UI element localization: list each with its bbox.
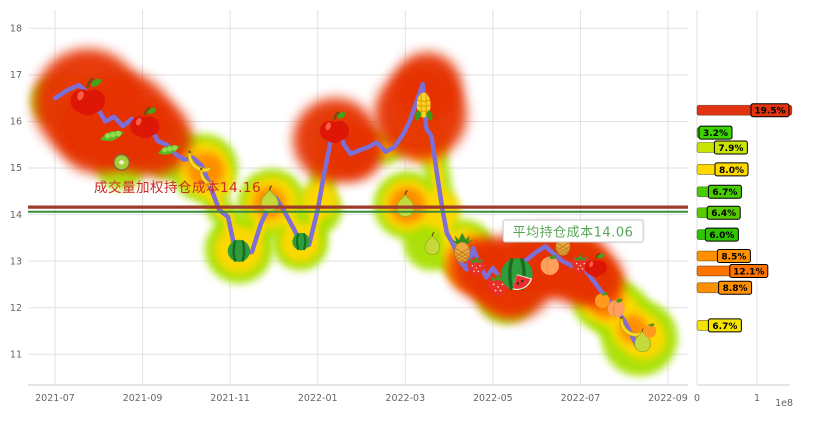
profile-bar-label: 6.7%	[712, 322, 737, 332]
profile-bar-label-box	[714, 162, 749, 177]
axis-labels: 11 12 13 14 15 16 17 18 2021-07 2021-09 2021-11 202…	[10, 24, 688, 404]
fruit-watermelon-icon	[226, 238, 252, 264]
avg-cost-label: 平均持仓成本14.06	[502, 219, 644, 243]
panel-x-tick-label: 1	[754, 393, 760, 404]
x-tick-label: 2022-05	[473, 393, 513, 404]
x-tick-label: 2021-07	[35, 393, 75, 404]
profile-bar-label-box	[698, 125, 733, 140]
x-tick-label: 2022-09	[648, 393, 688, 404]
profile-bar-label: 6.7%	[712, 188, 737, 198]
y-tick-label: 13	[10, 256, 22, 267]
y-tick-label: 11	[10, 350, 22, 361]
y-tick-label: 14	[10, 210, 22, 221]
x-tick-label: 2021-11	[210, 393, 250, 404]
profile-bar-label: 8.5%	[721, 252, 746, 262]
profile-bar-label-box	[716, 249, 751, 264]
fruit-watermelon-cut-icon	[499, 256, 535, 292]
profile-bar-label-box	[750, 103, 790, 118]
profile-bar-label-box	[713, 140, 748, 155]
axis-exponent-label: 1e8	[775, 398, 793, 409]
profile-bar-label-box	[706, 205, 741, 220]
y-tick-label: 12	[10, 303, 22, 314]
y-tick-label: 18	[10, 24, 22, 35]
profile-bar-label: 6.4%	[711, 209, 736, 219]
cost-lines	[28, 205, 688, 213]
profile-bar-label: 6.0%	[709, 231, 734, 241]
vwap-cost-label: 成交量加权持仓成本14.16	[94, 180, 262, 196]
y-tick-label: 17	[10, 70, 22, 81]
y-tick-label: 15	[10, 163, 22, 174]
y-tick-label: 16	[10, 117, 22, 128]
fruit-kiwi-icon	[113, 153, 131, 171]
x-tick-label: 2022-01	[298, 393, 338, 404]
profile-bar-label: 19.5%	[754, 107, 785, 117]
profile-bar-label-box	[707, 318, 742, 333]
volume-profile-panel: 0 1 1e8 19.5% 3.2% 7.9% 8.0% 6.7% 6.4% 6.0% 8.5% 12…	[694, 10, 793, 409]
profile-bar-label-box	[707, 184, 742, 199]
profile-bar-label: 8.8%	[723, 284, 748, 294]
profile-bar-label-box	[704, 227, 739, 242]
profile-bar-label-box	[729, 263, 769, 278]
profile-bar-label: 8.0%	[719, 166, 744, 176]
x-tick-label: 2021-09	[123, 393, 163, 404]
heat-blob-red	[393, 52, 462, 121]
x-tick-label: 2022-03	[385, 393, 425, 404]
profile-bar-label: 12.1%	[733, 267, 764, 277]
fruit-watermelon-icon	[291, 231, 311, 252]
profile-bar-label: 3.2%	[703, 129, 728, 139]
x-tick-label: 2022-07	[561, 393, 601, 404]
panel-x-tick-label: 0	[694, 393, 700, 404]
profile-bar-label-box	[718, 280, 753, 295]
profile-bar-label: 7.9%	[718, 144, 743, 154]
